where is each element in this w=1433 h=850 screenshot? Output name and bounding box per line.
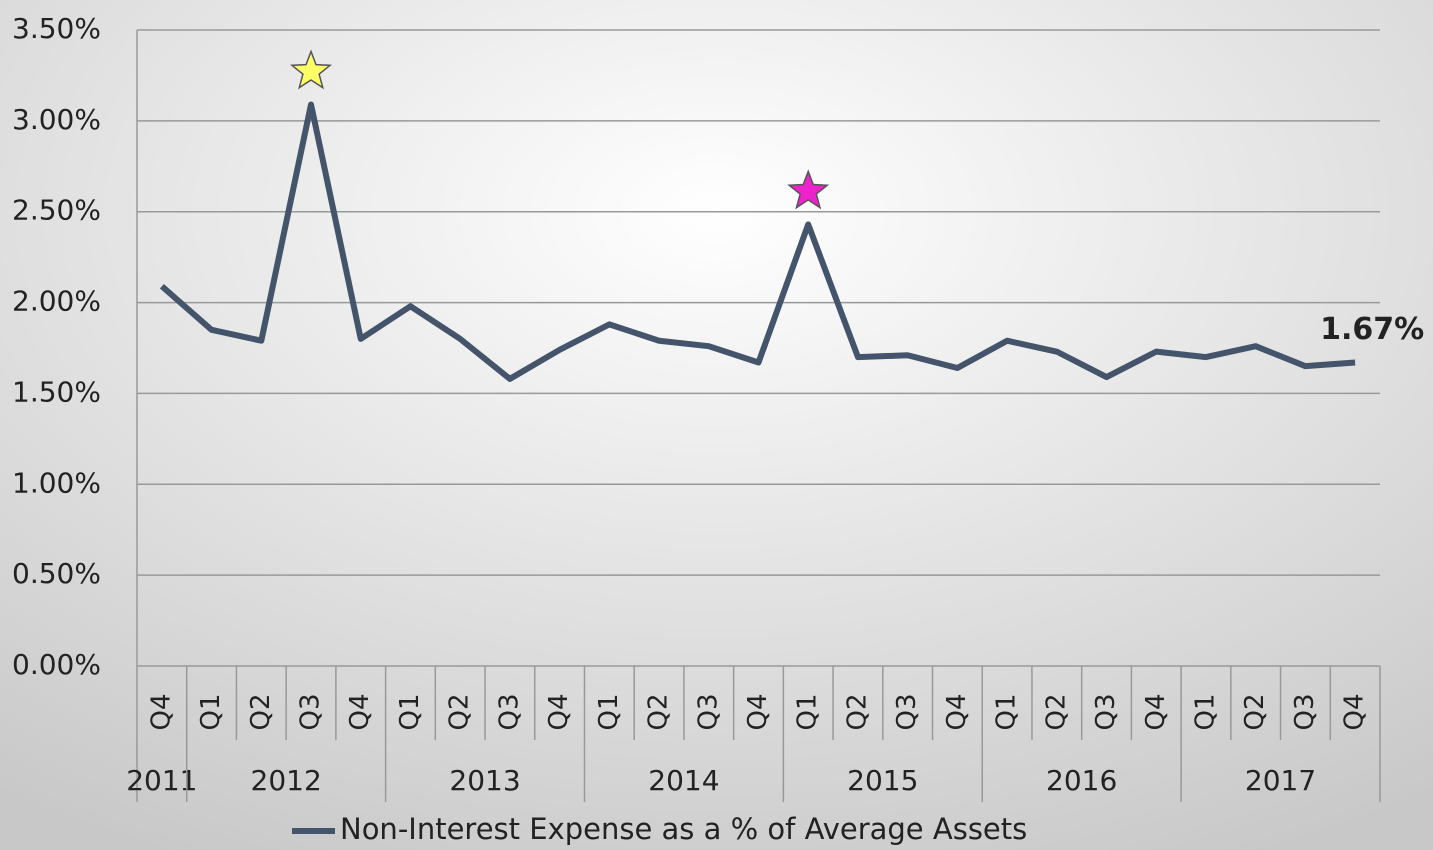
data-label: 1.67% [1320,312,1424,347]
x-tick-label: Q2 [1240,693,1270,730]
legend-label: Non-Interest Expense as a % of Average A… [340,812,1027,846]
x-tick-label: Q1 [594,693,624,730]
x-tick-label: Q2 [644,693,674,730]
x-tick-label: Q4 [1141,693,1171,730]
star-marker [289,49,333,90]
x-tick-label: Q4 [345,693,375,730]
x-tick-label: Q2 [246,693,276,730]
line-series [159,101,1356,382]
x-tick-label: Q4 [1340,693,1370,730]
x-tick-label: Q1 [992,693,1022,730]
year-label: 2016 [1046,764,1117,797]
y-tick-label: 1.50% [12,375,101,408]
y-tick-label: 1.00% [12,466,101,499]
year-label: 2015 [847,764,918,797]
y-tick-label: 3.50% [12,12,101,45]
y-tick-label: 0.00% [12,648,101,681]
x-tick-label: Q1 [196,693,226,730]
year-label: 2017 [1245,764,1316,797]
y-tick-label: 2.00% [12,285,101,318]
y-tick-label: 3.00% [12,103,101,136]
y-tick-label: 0.50% [12,557,101,590]
x-tick-label: Q4 [743,693,773,730]
year-label: 2013 [449,764,520,797]
x-tick-label: Q4 [544,693,574,730]
year-label: 2014 [648,764,719,797]
x-tick-label: Q1 [395,693,425,730]
x-tick-label: Q3 [693,693,723,730]
x-tick-label: Q2 [842,693,872,730]
y-tick-label: 2.50% [12,194,101,227]
year-label: 2011 [126,764,197,797]
x-tick-label: Q2 [1041,693,1071,730]
x-tick-label: Q3 [1091,693,1121,730]
year-label: 2012 [251,764,322,797]
x-tick-label: Q3 [892,693,922,730]
x-tick-label: Q1 [793,693,823,730]
x-tick-label: Q2 [445,693,475,730]
x-tick-label: Q4 [942,693,972,730]
x-tick-label: Q1 [1190,693,1220,730]
star-marker [787,169,830,210]
x-tick-label: Q3 [494,693,524,730]
x-tick-label: Q4 [146,693,176,730]
x-tick-label: Q3 [296,693,326,730]
x-tick-label: Q3 [1290,693,1320,730]
